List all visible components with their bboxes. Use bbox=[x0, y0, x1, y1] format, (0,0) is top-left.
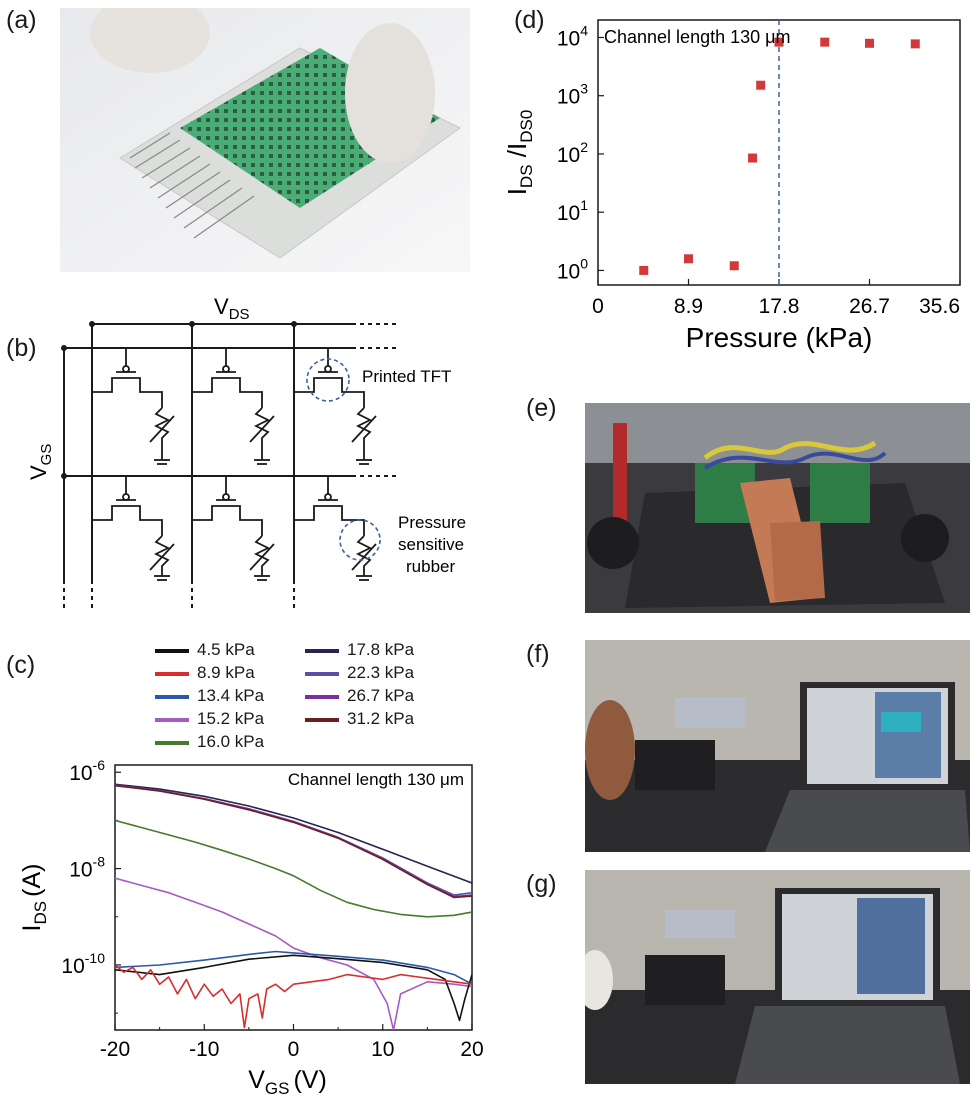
legend-swatch bbox=[155, 694, 189, 699]
panel-label-c: (c) bbox=[6, 651, 36, 679]
legend-item: 16.0 kPa bbox=[155, 732, 264, 752]
x-tick-label: -10 bbox=[189, 1038, 219, 1061]
rubber-label-line1: Pressure bbox=[398, 513, 466, 532]
x-tick-label: 10 bbox=[371, 1038, 394, 1061]
y-tick-label: 10-10 bbox=[61, 950, 105, 978]
photo-setup-untouched bbox=[585, 870, 970, 1084]
panel-label-d: (d) bbox=[514, 6, 545, 34]
y-tick-label: 10-6 bbox=[69, 757, 105, 785]
series-line bbox=[115, 783, 472, 884]
x-tick-label: 17.8 bbox=[759, 295, 800, 318]
circuit-schematic: VDS VGS Printed TFT Pressure sensitive r… bbox=[0, 280, 500, 620]
legend-item: 4.5 kPa bbox=[155, 640, 255, 660]
legend-label: 4.5 kPa bbox=[197, 640, 255, 659]
series-line bbox=[115, 950, 472, 985]
data-point bbox=[639, 265, 649, 275]
y-tick-label: 101 bbox=[557, 197, 588, 225]
rubber-label-line3: rubber bbox=[406, 557, 455, 576]
legend-label: 17.8 kPa bbox=[347, 640, 415, 659]
x-tick-label: 20 bbox=[460, 1038, 483, 1061]
panel-label-f: (f) bbox=[526, 640, 550, 668]
chart-annotation: Channel length 130 μm bbox=[604, 27, 791, 47]
legend-label: 8.9 kPa bbox=[197, 663, 255, 682]
y-tick-label: 104 bbox=[557, 22, 588, 50]
legend-swatch bbox=[305, 694, 339, 699]
data-point bbox=[910, 39, 920, 49]
data-point bbox=[774, 37, 784, 47]
chart-annotation: Channel length 130 μm bbox=[288, 770, 464, 789]
chart-c-legend: 4.5 kPa 8.9 kPa 13.4 kPa 15.2 kPa 16.0 kPa 17… bbox=[155, 640, 445, 758]
legend-label: 31.2 kPa bbox=[347, 709, 415, 728]
data-point bbox=[820, 37, 830, 47]
chart-c-transfer-curves: -20 -10 0 10 20 10-6 10-8 10-10 Channel length 1… bbox=[18, 757, 484, 1098]
panel-label-a: (a) bbox=[6, 6, 37, 34]
legend-swatch bbox=[305, 717, 339, 722]
y-axis-label: IDS(A) bbox=[18, 864, 50, 932]
vgs-label: VGS bbox=[26, 444, 55, 480]
photo-printed-array bbox=[60, 8, 470, 272]
x-tick-label: -20 bbox=[100, 1038, 130, 1061]
x-tick-label: 0 bbox=[592, 295, 604, 318]
legend-item: 26.7 kPa bbox=[305, 686, 414, 706]
data-point bbox=[684, 254, 693, 264]
legend-swatch bbox=[305, 648, 339, 653]
legend-label: 16.0 kPa bbox=[197, 732, 265, 751]
legend-label: 15.2 kPa bbox=[197, 709, 265, 728]
data-point bbox=[865, 38, 874, 48]
photo-setup-touch bbox=[585, 640, 970, 852]
photo-probe-station bbox=[585, 403, 970, 613]
x-tick-label: 26.7 bbox=[849, 295, 890, 318]
legend-swatch bbox=[305, 671, 339, 676]
printed-tft-label: Printed TFT bbox=[362, 367, 451, 386]
y-tick-label: 100 bbox=[557, 255, 588, 283]
panel-label-g: (g) bbox=[526, 870, 557, 898]
x-axis-label: Pressure (kPa) bbox=[686, 322, 873, 353]
data-point bbox=[729, 261, 739, 271]
x-tick-label: 35.6 bbox=[919, 295, 960, 318]
panel-label-e: (e) bbox=[526, 394, 557, 422]
series-line bbox=[115, 954, 472, 1022]
rubber-label-line2: sensitive bbox=[398, 535, 464, 554]
series-line bbox=[115, 964, 472, 1029]
x-tick-label: 8.9 bbox=[674, 295, 703, 318]
legend-item: 17.8 kPa bbox=[305, 640, 414, 660]
y-tick-label: 103 bbox=[557, 81, 588, 109]
y-tick-label: 10-8 bbox=[69, 854, 105, 882]
legend-item: 15.2 kPa bbox=[155, 709, 264, 729]
data-point bbox=[748, 153, 758, 163]
rubber-highlight-circle bbox=[339, 519, 381, 561]
panel-label-b: (b) bbox=[6, 334, 37, 362]
legend-item: 8.9 kPa bbox=[155, 663, 255, 683]
y-tick-label: 102 bbox=[557, 139, 588, 167]
plot-frame bbox=[114, 764, 473, 1031]
series-line bbox=[115, 877, 472, 1030]
data-point bbox=[756, 80, 766, 90]
x-tick-label: 0 bbox=[288, 1038, 300, 1061]
legend-label: 22.3 kPa bbox=[347, 663, 415, 682]
series-line bbox=[115, 819, 472, 918]
y-axis-label: IDS /IDS0 bbox=[502, 110, 536, 196]
legend-item: 31.2 kPa bbox=[305, 709, 414, 729]
legend-label: 26.7 kPa bbox=[347, 686, 415, 705]
series-line bbox=[115, 784, 472, 899]
x-axis-label: VGS (V) bbox=[248, 1066, 327, 1098]
chart-d-current-ratio: 0 8.9 17.8 26.7 35.6 100 101 102 103 104 Channel l… bbox=[502, 19, 961, 353]
legend-swatch bbox=[155, 648, 189, 653]
legend-item: 22.3 kPa bbox=[305, 663, 414, 683]
tft-highlight-circle bbox=[306, 358, 350, 402]
legend-item: 13.4 kPa bbox=[155, 686, 264, 706]
legend-swatch bbox=[155, 671, 189, 676]
legend-swatch bbox=[155, 717, 189, 722]
legend-swatch bbox=[155, 740, 189, 745]
legend-label: 13.4 kPa bbox=[197, 686, 265, 705]
vds-label: VDS bbox=[214, 294, 250, 323]
